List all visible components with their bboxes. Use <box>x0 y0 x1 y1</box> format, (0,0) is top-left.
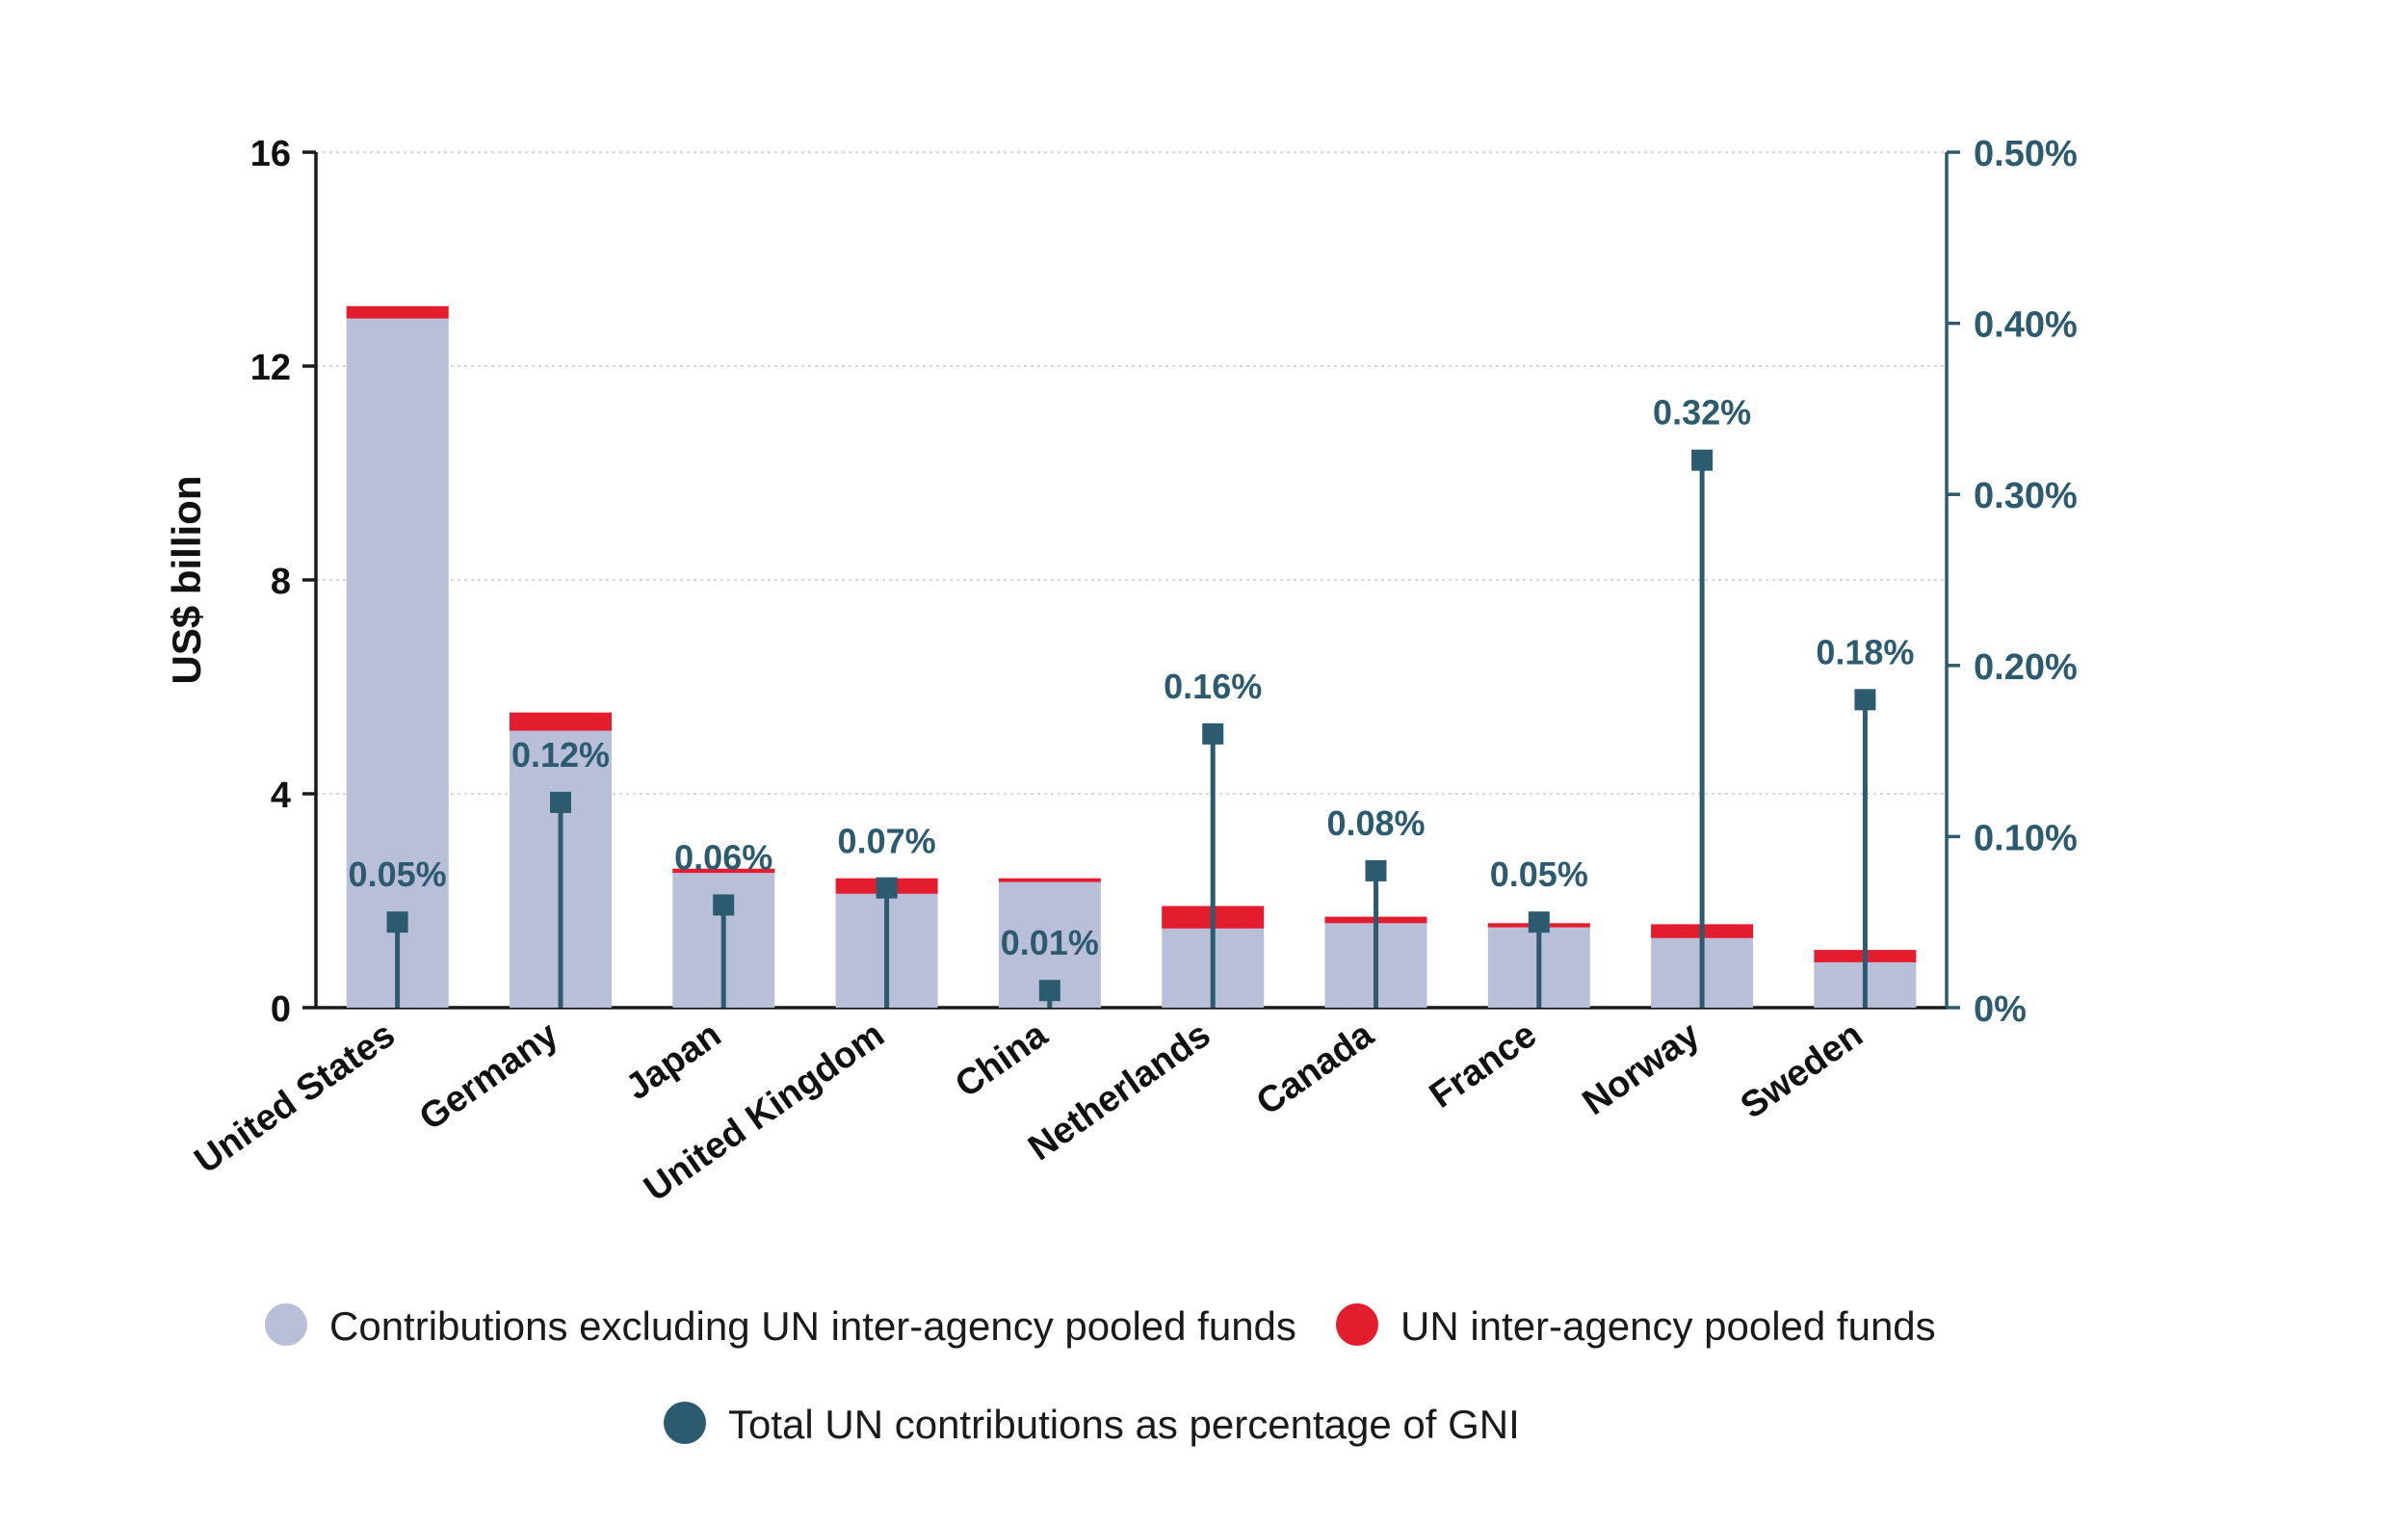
svg-text:0.06%: 0.06% <box>674 837 772 877</box>
svg-text:0.20%: 0.20% <box>1974 647 2078 688</box>
svg-text:0.16%: 0.16% <box>1164 667 1262 706</box>
svg-text:UN inter-agency pooled funds: UN inter-agency pooled funds <box>1400 1303 1936 1349</box>
svg-text:0.40%: 0.40% <box>1974 305 2078 346</box>
svg-text:8: 8 <box>271 562 291 602</box>
svg-text:Total UN contributions as perc: Total UN contributions as percentage of … <box>728 1402 1520 1447</box>
svg-text:0: 0 <box>271 989 291 1030</box>
svg-text:0.07%: 0.07% <box>838 822 936 861</box>
svg-text:0.05%: 0.05% <box>1490 854 1588 894</box>
svg-text:Contributions excluding UN int: Contributions excluding UN inter-agency … <box>329 1303 1296 1349</box>
svg-text:4: 4 <box>271 775 291 816</box>
svg-text:0.10%: 0.10% <box>1974 818 2078 858</box>
svg-text:0.50%: 0.50% <box>1974 134 2078 174</box>
svg-text:0.18%: 0.18% <box>1816 632 1914 671</box>
svg-text:0%: 0% <box>1974 989 2027 1030</box>
svg-text:US$ billion: US$ billion <box>164 475 209 684</box>
svg-text:16: 16 <box>250 134 291 174</box>
svg-text:0.05%: 0.05% <box>349 854 447 894</box>
svg-text:0.32%: 0.32% <box>1653 393 1751 433</box>
svg-text:0.01%: 0.01% <box>1001 923 1099 962</box>
svg-text:0.12%: 0.12% <box>511 735 610 775</box>
svg-text:12: 12 <box>250 348 291 388</box>
svg-text:0.30%: 0.30% <box>1974 476 2078 516</box>
svg-text:0.08%: 0.08% <box>1326 803 1425 843</box>
